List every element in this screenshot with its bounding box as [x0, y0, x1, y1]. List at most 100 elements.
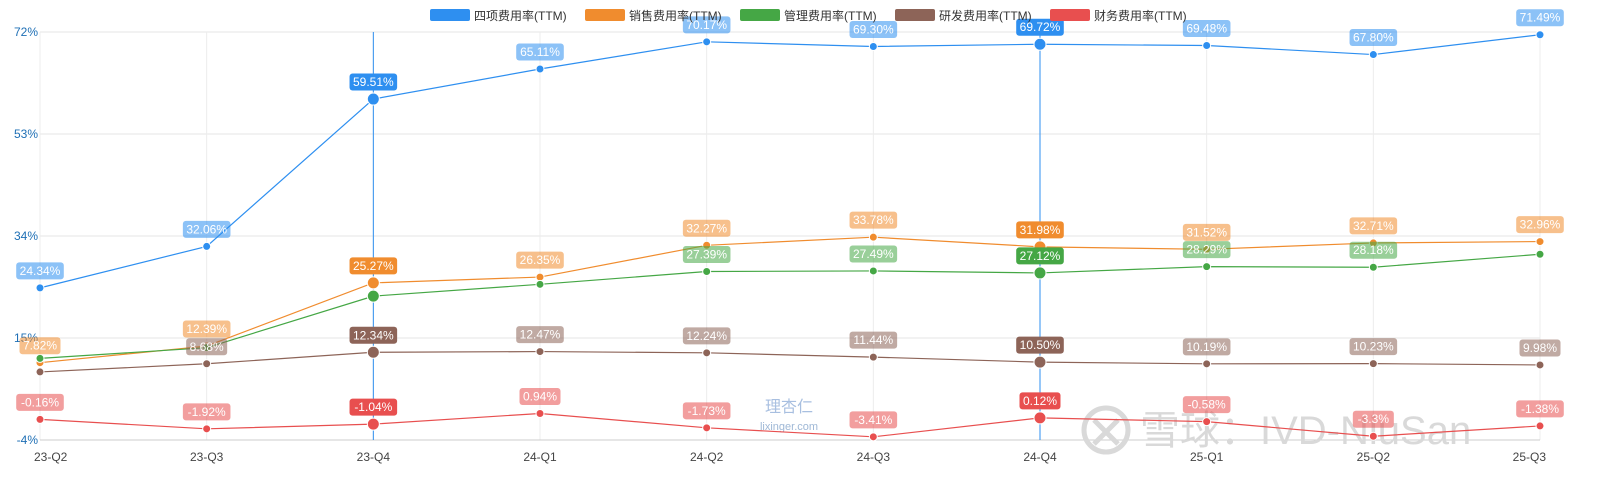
data-label-bg	[1016, 247, 1064, 265]
data-point	[535, 347, 545, 357]
data-label: 10.19%	[1186, 340, 1227, 354]
data-label: 9.98%	[1523, 341, 1557, 355]
data-label: -3.41%	[854, 413, 892, 427]
data-point	[366, 289, 380, 303]
legend-label: 财务费用率(TTM)	[1094, 8, 1187, 23]
data-label-bg	[182, 320, 231, 338]
data-point	[1368, 359, 1378, 369]
legend-label: 四项费用率(TTM)	[474, 8, 567, 23]
data-label-bg	[1182, 20, 1231, 38]
legend-swatch	[430, 9, 470, 21]
data-label: -1.04%	[354, 400, 392, 414]
data-labels-layer: 24.34% 32.06% 59.51% 65.11% 70.17% 69.30% 69.7…	[16, 9, 1564, 429]
legend-swatch	[740, 9, 780, 21]
data-label: 24.34%	[20, 264, 61, 278]
data-point	[702, 266, 712, 276]
data-label-bg	[1516, 9, 1564, 27]
data-label-bg	[1016, 336, 1064, 354]
data-point	[1535, 237, 1545, 247]
data-label-bg	[682, 402, 731, 420]
series-line	[39, 34, 1541, 289]
x-tick-label: 24-Q2	[690, 450, 724, 464]
x-tick-label: 25-Q3	[1513, 450, 1547, 464]
data-label: 10.23%	[1353, 340, 1394, 354]
data-label-bg	[1016, 221, 1064, 239]
data-point	[35, 353, 45, 363]
data-label-bg	[1349, 217, 1398, 235]
data-label-bg	[16, 262, 64, 280]
legend-swatch	[895, 9, 935, 21]
data-point	[1033, 37, 1047, 51]
data-point	[366, 92, 380, 106]
data-label: 10.50%	[1020, 338, 1061, 352]
y-tick-label: 72%	[14, 25, 38, 39]
data-label: 32.06%	[186, 222, 227, 236]
data-label: 70.17%	[686, 18, 727, 32]
data-label: -1.73%	[688, 404, 726, 418]
legend: 四项费用率(TTM) 销售费用率(TTM) 管理费用率(TTM) 研发费用率(TTM)…	[430, 8, 1187, 23]
data-label-bg	[849, 211, 898, 229]
data-label-bg	[16, 393, 64, 411]
data-point	[202, 424, 212, 434]
data-label: 8.68%	[190, 340, 224, 354]
data-label-bg	[682, 16, 731, 34]
data-point	[1202, 417, 1212, 427]
data-point	[1033, 411, 1047, 425]
data-label: -1.92%	[188, 405, 226, 419]
data-label-bg	[1016, 18, 1064, 36]
data-label-bg	[849, 411, 898, 429]
data-label: 65.11%	[520, 45, 560, 59]
data-label: 69.48%	[1186, 22, 1227, 36]
data-label: 25.27%	[353, 259, 394, 273]
data-point	[366, 345, 380, 359]
lixinger-logo-text: 理杏仁	[765, 398, 813, 416]
data-label: 12.47%	[520, 328, 561, 342]
data-label-bg	[516, 43, 564, 61]
data-label-bg	[1349, 29, 1398, 47]
data-point	[202, 359, 212, 369]
data-label-bg	[349, 257, 398, 275]
data-label-bg	[682, 219, 731, 237]
data-label-bg	[519, 387, 561, 405]
y-tick-label: 34%	[14, 229, 38, 243]
data-label-bg	[682, 245, 731, 263]
data-point	[35, 283, 45, 293]
data-label: 12.34%	[353, 328, 394, 342]
data-label-bg	[1349, 241, 1398, 259]
lixinger-url-text: lixinger.com	[760, 421, 818, 433]
y-tick-label: -4%	[17, 433, 39, 447]
data-label: 69.30%	[853, 22, 894, 36]
data-label-bg	[349, 398, 398, 416]
xueqiu-watermark: 雪球：IVD-NiuSan	[1081, 405, 1471, 455]
data-label: 27.49%	[853, 247, 894, 261]
data-label: 7.82%	[23, 339, 57, 353]
series-line	[39, 253, 1541, 359]
lixinger-watermark: 理杏仁 lixinger.com	[760, 398, 818, 433]
data-point	[868, 432, 878, 442]
data-label: -3.3%	[1358, 412, 1390, 426]
data-point	[868, 232, 878, 242]
data-label: 12.24%	[686, 329, 727, 343]
data-label-bg	[186, 338, 228, 356]
legend-swatch	[585, 9, 625, 21]
data-label: 28.29%	[1186, 243, 1227, 257]
data-label: 31.98%	[1020, 223, 1061, 237]
data-point	[1368, 262, 1378, 272]
data-label-bg	[1516, 216, 1564, 234]
data-label-bg	[682, 327, 731, 345]
data-point	[202, 241, 212, 251]
legend-label: 管理费用率(TTM)	[784, 8, 877, 23]
legend-swatch	[1050, 9, 1090, 21]
x-tick-label: 24-Q1	[523, 450, 557, 464]
x-tick-label: 24-Q4	[1023, 450, 1057, 464]
xueqiu-logo-icon	[1081, 405, 1131, 455]
x-tick-label: 23-Q3	[190, 450, 224, 464]
data-label: 32.96%	[1520, 218, 1561, 232]
x-tick-label: 25-Q2	[1357, 450, 1391, 464]
data-point	[1535, 249, 1545, 259]
data-label-bg	[849, 245, 898, 263]
data-point	[868, 266, 878, 276]
data-point	[1535, 421, 1545, 431]
